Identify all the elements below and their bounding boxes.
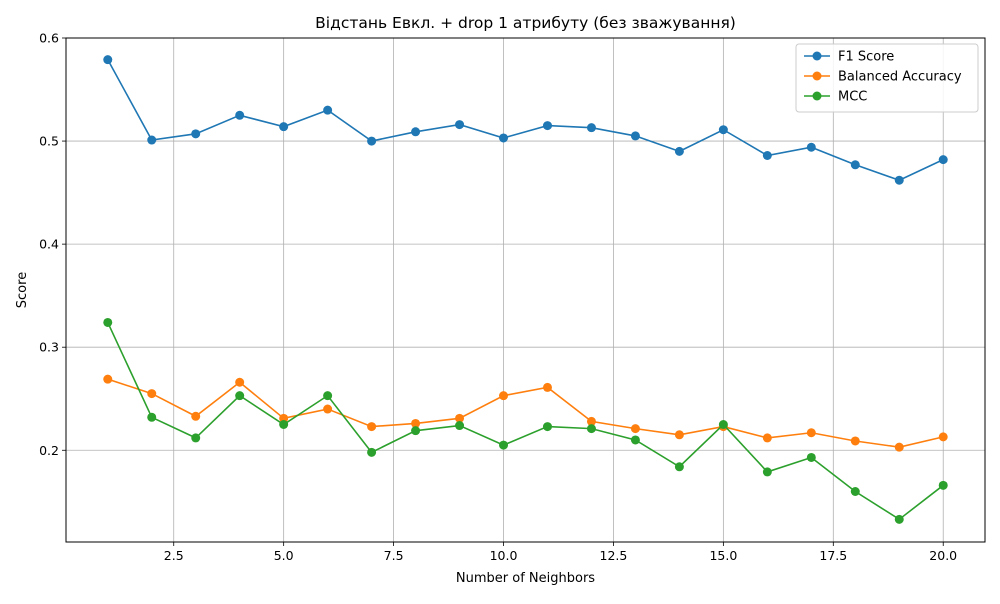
data-point xyxy=(542,422,552,432)
data-point xyxy=(850,436,860,446)
data-point xyxy=(411,127,421,137)
y-tick-label: 0.6 xyxy=(39,31,59,46)
data-point xyxy=(762,467,772,477)
x-tick-label: 7.5 xyxy=(384,548,404,563)
data-point xyxy=(762,150,772,160)
data-point xyxy=(147,412,157,422)
legend-marker xyxy=(812,71,822,81)
y-tick-label: 0.3 xyxy=(39,340,59,355)
series-1 xyxy=(103,374,948,452)
data-point xyxy=(235,110,245,120)
legend-item: F1 Score xyxy=(804,50,894,65)
data-point xyxy=(367,136,377,146)
data-point xyxy=(850,486,860,496)
y-tick-label: 0.2 xyxy=(39,443,59,458)
data-point xyxy=(806,142,816,152)
data-point xyxy=(894,514,904,524)
data-point xyxy=(938,432,948,442)
data-point xyxy=(762,433,772,443)
data-point xyxy=(586,416,596,426)
data-point xyxy=(367,422,377,432)
data-point xyxy=(938,480,948,490)
data-point xyxy=(455,413,465,423)
data-point xyxy=(586,123,596,133)
data-point xyxy=(191,433,201,443)
x-tick-label: 12.5 xyxy=(600,548,628,563)
data-point xyxy=(586,424,596,434)
data-point xyxy=(542,382,552,392)
data-point xyxy=(103,55,113,65)
data-point xyxy=(630,424,640,434)
grid-lines xyxy=(66,37,985,542)
data-point xyxy=(630,435,640,445)
data-point xyxy=(279,122,289,132)
x-tick-label: 2.5 xyxy=(164,548,184,563)
series-line xyxy=(107,59,944,182)
data-point xyxy=(323,404,333,414)
data-point xyxy=(674,146,684,156)
legend-marker xyxy=(812,51,822,61)
data-point xyxy=(894,442,904,452)
data-point xyxy=(674,430,684,440)
data-point xyxy=(894,175,904,185)
data-point xyxy=(938,155,948,165)
data-point xyxy=(718,420,728,430)
series-line xyxy=(107,378,944,448)
data-point xyxy=(806,452,816,462)
chart-title: Відстань Евкл. + drop 1 атрибуту (без зв… xyxy=(315,14,736,32)
data-point xyxy=(850,160,860,170)
data-point xyxy=(323,391,333,401)
data-point xyxy=(191,129,201,139)
axis-ticks: 2.5 5.0 7.5 10.0 12.5 15.0 17.5 20.0 0.2 0.3 0.4 0.… xyxy=(39,31,957,564)
data-point xyxy=(103,374,113,384)
data-point xyxy=(499,440,509,450)
data-point xyxy=(411,426,421,436)
data-point xyxy=(806,428,816,438)
data-point xyxy=(674,462,684,472)
data-point xyxy=(279,413,289,423)
series-0 xyxy=(103,55,948,185)
y-axis-label: Score xyxy=(15,272,30,308)
legend-label: MCC xyxy=(838,90,867,105)
legend-label: Balanced Accuracy xyxy=(838,70,962,85)
data-point xyxy=(367,447,377,457)
data-point xyxy=(411,418,421,428)
data-point xyxy=(147,389,157,399)
x-tick-label: 17.5 xyxy=(819,548,847,563)
x-tick-label: 10.0 xyxy=(490,548,518,563)
data-point xyxy=(455,120,465,130)
legend-item: Balanced Accuracy xyxy=(804,70,962,85)
data-point xyxy=(323,105,333,115)
legend-marker xyxy=(812,91,822,101)
data-point xyxy=(103,317,113,327)
legend: F1 Score Balanced Accuracy MCC xyxy=(795,43,979,113)
data-point xyxy=(235,377,245,387)
data-point xyxy=(279,420,289,430)
data-point xyxy=(147,135,157,145)
x-tick-label: 15.0 xyxy=(709,548,737,563)
x-tick-label: 5.0 xyxy=(274,548,294,563)
legend-box xyxy=(795,43,979,113)
legend-label: F1 Score xyxy=(838,50,894,65)
data-point xyxy=(499,133,509,143)
legend-item: MCC xyxy=(804,90,867,105)
series-2 xyxy=(103,317,948,524)
y-tick-label: 0.4 xyxy=(39,237,59,252)
data-point xyxy=(191,411,201,421)
data-point xyxy=(499,391,509,401)
data-point xyxy=(455,421,465,431)
data-point xyxy=(542,121,552,131)
series-layer xyxy=(103,55,948,524)
x-tick-label: 20.0 xyxy=(929,548,957,563)
data-point xyxy=(718,125,728,135)
data-point xyxy=(235,391,245,401)
plot-frame xyxy=(65,37,986,543)
data-point xyxy=(630,131,640,141)
series-line xyxy=(107,322,944,521)
x-axis-label: Number of Neighbors xyxy=(456,571,595,586)
y-tick-label: 0.5 xyxy=(39,134,59,149)
